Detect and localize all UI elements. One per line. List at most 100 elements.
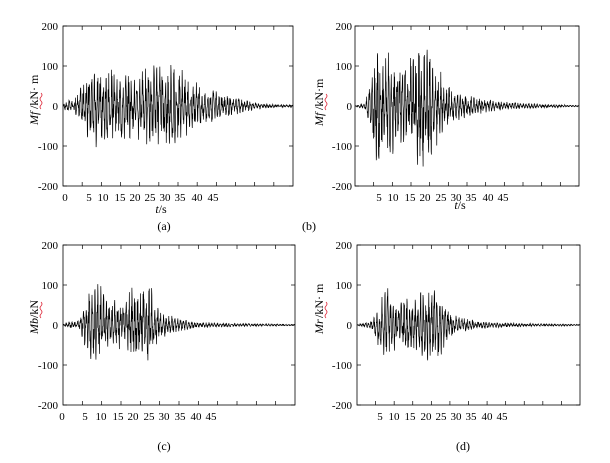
x-tick-label: 10 <box>389 411 401 423</box>
y-axis-label-unit: /kN·m <box>312 78 326 110</box>
panel-label: (d) <box>456 439 470 453</box>
signal-trace <box>355 49 580 167</box>
y-axis-label-var: Mb <box>27 318 41 335</box>
x-tick-label: 30 <box>451 411 463 423</box>
y-tick-marks <box>357 244 580 406</box>
y-axis-label-unit: /kN· m <box>312 283 326 318</box>
y-tick-label: 0 <box>347 320 353 332</box>
signal-line <box>62 284 296 361</box>
y-tick-label: -100 <box>38 360 59 372</box>
x-tick-label: 25 <box>144 411 156 423</box>
signal-trace <box>62 284 296 361</box>
y-axis-label-unit: /kN· m <box>27 74 41 109</box>
y-tick-label: 200 <box>336 21 353 33</box>
x-tick-marks <box>375 245 562 405</box>
signal-trace <box>62 65 294 148</box>
spellcheck-underline <box>39 92 43 110</box>
x-tick-label: 20 <box>420 192 432 204</box>
x-axis-label-unit: /s <box>159 202 167 216</box>
x-tick-label: 45 <box>208 192 220 204</box>
y-tick-label: -100 <box>332 360 353 372</box>
spellcheck-underline <box>324 93 328 111</box>
x-tick-label: 35 <box>175 192 187 204</box>
x-axis-label-var: t <box>155 202 159 216</box>
spellcheck-underline <box>39 301 43 319</box>
y-tick-label: 100 <box>336 280 353 292</box>
x-tick-label: 35 <box>466 411 478 423</box>
y-tick-label: -200 <box>332 400 353 412</box>
y-tick-marks <box>355 25 579 187</box>
x-tick-label: 45 <box>206 411 218 423</box>
y-tick-label: -200 <box>38 181 59 193</box>
y-tick-label: 0 <box>53 320 59 332</box>
x-tick-label: 5 <box>86 192 92 204</box>
spellcheck-underline <box>324 301 328 319</box>
y-tick-label: -200 <box>38 400 59 412</box>
x-tick-label: 10 <box>388 192 400 204</box>
x-tick-label: 20 <box>130 192 142 204</box>
y-axis-label: Mb /kN <box>27 300 43 335</box>
y-tick-label: 100 <box>42 61 59 73</box>
y-tick-label: 100 <box>336 61 353 73</box>
y-tick-label: 0 <box>347 101 353 113</box>
signal-line <box>355 49 580 167</box>
plot-frame <box>356 244 581 406</box>
x-tick-marks <box>373 26 561 186</box>
y-axis-label-var: Mr <box>312 319 326 335</box>
y-tick-label: 200 <box>42 21 59 33</box>
panel-label: (a) <box>157 219 170 233</box>
y-axis-label-unit: /kN <box>27 300 41 318</box>
x-tick-label: 40 <box>191 411 203 423</box>
y-axis-label-var: Mf <box>312 111 326 127</box>
y-tick-marks <box>63 25 293 187</box>
x-tick-label: 0 <box>62 192 68 204</box>
x-tick-label: 45 <box>498 192 510 204</box>
x-tick-label: 25 <box>436 411 448 423</box>
x-tick-label: 40 <box>192 192 204 204</box>
x-tick-marks <box>81 245 277 405</box>
x-tick-label: 40 <box>482 411 494 423</box>
panel-d: Mr /kN· m (d) 200 100 0 -100 -200 5 10 15 20 25 30… <box>312 240 581 453</box>
x-tick-label: 10 <box>96 411 108 423</box>
x-axis-label-var: t <box>454 198 458 212</box>
y-axis-label-var: Mf <box>27 110 41 126</box>
x-tick-label: 25 <box>436 192 448 204</box>
x-tick-label: 40 <box>483 192 495 204</box>
x-tick-label: 25 <box>145 192 157 204</box>
plot-frame <box>62 25 294 187</box>
x-tick-label: 35 <box>175 411 187 423</box>
y-axis-label: Mf /kN· m <box>27 74 43 126</box>
x-tick-label: 0 <box>59 411 65 423</box>
panel-b: Mf /kN·m t/s (b) 200 100 0 -100 -200 5 10 15 20 2… <box>302 21 580 233</box>
x-tick-label: 30 <box>451 192 463 204</box>
y-tick-label: 200 <box>42 240 59 252</box>
x-tick-label: 20 <box>128 411 140 423</box>
y-tick-label: -100 <box>332 141 353 153</box>
x-tick-label: 45 <box>497 411 509 423</box>
x-tick-label: 5 <box>376 192 382 204</box>
y-tick-label: 0 <box>53 101 59 113</box>
x-tick-label: 10 <box>98 192 110 204</box>
x-tick-label: 15 <box>115 192 127 204</box>
x-tick-marks <box>81 26 275 186</box>
panel-label: (b) <box>302 219 316 233</box>
signal-line <box>356 288 581 361</box>
x-tick-label: 20 <box>421 411 433 423</box>
panel-label: (c) <box>157 439 170 453</box>
x-tick-label: 35 <box>466 192 478 204</box>
y-axis-label: Mr /kN· m <box>312 283 328 335</box>
x-tick-label: 15 <box>405 192 417 204</box>
x-tick-label: 5 <box>82 411 88 423</box>
y-tick-marks <box>63 244 295 406</box>
y-tick-label: 100 <box>42 280 59 292</box>
x-tick-label: 30 <box>159 411 171 423</box>
x-axis-label-unit: /s <box>458 198 466 212</box>
signal-line <box>62 65 294 148</box>
signal-trace <box>356 288 581 361</box>
x-tick-label: 30 <box>160 192 172 204</box>
y-tick-label: -100 <box>38 141 59 153</box>
y-tick-label: 200 <box>336 240 353 252</box>
